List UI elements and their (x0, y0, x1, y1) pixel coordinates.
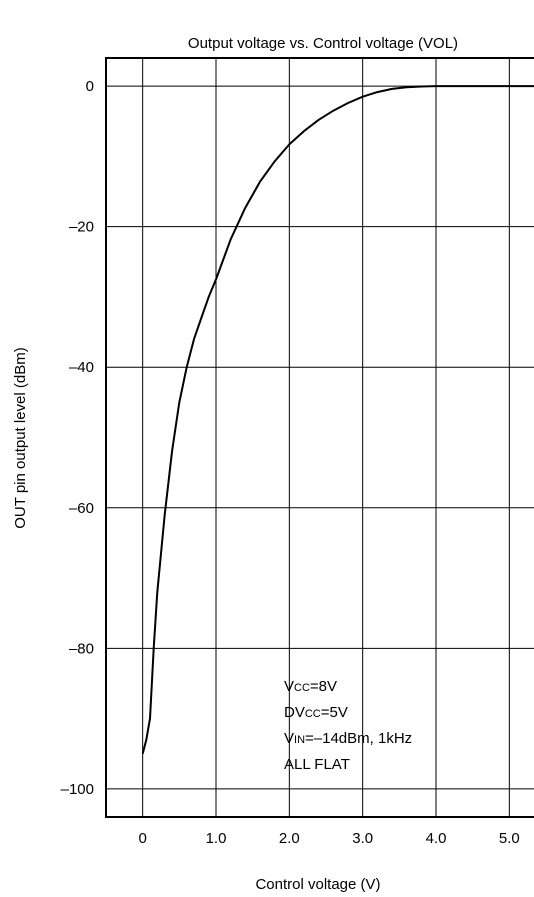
condition-line: VIN=–14dBm, 1kHz (284, 730, 412, 747)
y-tick-label: –40 (69, 359, 94, 376)
x-tick-label: 2.0 (279, 830, 300, 847)
condition-text: V (284, 678, 294, 695)
x-tick-label: 1.0 (206, 830, 227, 847)
x-axis-label: Control voltage (V) (255, 876, 380, 893)
y-tick-label: –100 (61, 781, 94, 798)
condition-subscript: IN (294, 734, 305, 746)
x-tick-label: 4.0 (426, 830, 447, 847)
grid (106, 58, 534, 817)
x-tick-label: 0 (138, 830, 146, 847)
condition-text: V (284, 730, 294, 747)
y-tick-label: –20 (69, 219, 94, 236)
condition-value: =–14dBm, 1kHz (305, 730, 412, 747)
y-tick-label: 0 (86, 78, 94, 95)
condition-subscript: CC (294, 682, 310, 694)
condition-text: ALL FLAT (284, 756, 350, 773)
x-tick-label: 3.0 (352, 830, 373, 847)
series-line (141, 85, 534, 755)
y-tick-label: –60 (69, 500, 94, 517)
y-axis-label: OUT pin output level (dBm) (12, 347, 29, 528)
plot-frame (105, 57, 534, 818)
condition-line: ALL FLAT (284, 756, 350, 773)
condition-value: =5V (321, 704, 348, 721)
chart-title: Output voltage vs. Control voltage (VOL) (188, 35, 458, 52)
condition-line: DVCC=5V (284, 704, 348, 721)
condition-line: VCC=8V (284, 678, 337, 695)
x-tick-label: 5.0 (499, 830, 520, 847)
condition-value: =8V (310, 678, 337, 695)
y-tick-label: –80 (69, 640, 94, 657)
condition-subscript: CC (305, 708, 321, 720)
series-layer (141, 85, 534, 755)
condition-text: DV (284, 704, 305, 721)
tick-labels: 0 1.0 2.0 3.0 4.0 5.0 0 –20 –40 –60 –80 –100 (61, 78, 520, 847)
